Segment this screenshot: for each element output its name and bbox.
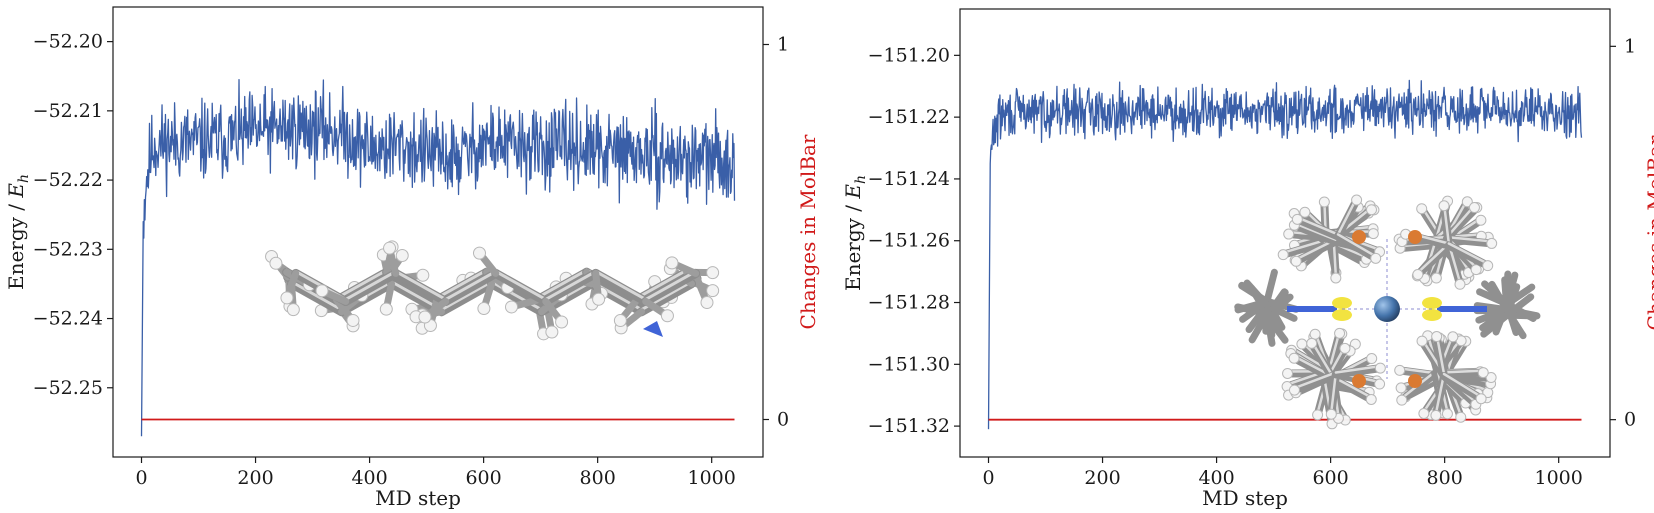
energy-series-line bbox=[987, 79, 1583, 430]
x-tick-label: 0 bbox=[982, 467, 994, 489]
x-tick-label: 200 bbox=[1084, 467, 1120, 489]
y2-tick-label: 0 bbox=[777, 409, 789, 431]
y2-tick-label: 1 bbox=[1624, 35, 1636, 57]
y-tick-label: −52.20 bbox=[33, 31, 103, 53]
y-tick-label: −151.32 bbox=[868, 415, 950, 437]
x-tick-label: 600 bbox=[1312, 467, 1348, 489]
plot-frame bbox=[112, 6, 764, 458]
x-tick-label: 0 bbox=[135, 467, 147, 489]
energy-series-line bbox=[140, 78, 736, 437]
x-tick-label: 400 bbox=[1198, 467, 1234, 489]
y2-axis-label: Changes in MolBar bbox=[1643, 135, 1654, 330]
x-tick-label: 1000 bbox=[688, 467, 736, 489]
y-axis-label: Energy / Eh bbox=[4, 174, 32, 290]
y2-tick-label: 1 bbox=[777, 34, 789, 56]
y-tick-label: −151.22 bbox=[868, 106, 950, 128]
y-tick-label: −52.25 bbox=[33, 377, 103, 399]
y-tick-label: −151.30 bbox=[868, 353, 950, 375]
x-tick-label: 800 bbox=[1427, 467, 1463, 489]
y-tick-label: −52.23 bbox=[33, 238, 103, 260]
x-axis-label: MD step bbox=[1202, 486, 1288, 510]
y2-tick-label: 0 bbox=[1624, 409, 1636, 431]
x-axis-label: MD step bbox=[375, 486, 461, 510]
x-tick-label: 1000 bbox=[1535, 467, 1583, 489]
y-tick-label: −52.21 bbox=[33, 100, 103, 122]
molecule-structure-image bbox=[1234, 194, 1541, 430]
y-axis-label: Energy / Eh bbox=[841, 175, 869, 291]
x-tick-label: 200 bbox=[237, 467, 273, 489]
y-tick-label: −151.28 bbox=[868, 292, 950, 314]
x-tick-label: 600 bbox=[465, 467, 501, 489]
y-tick-label: −151.24 bbox=[868, 168, 950, 190]
x-tick-label: 400 bbox=[351, 467, 387, 489]
y-tick-label: −151.26 bbox=[868, 230, 950, 252]
y2-axis-label: Changes in MolBar bbox=[796, 134, 820, 329]
molecule-structure-image bbox=[265, 240, 720, 341]
y-tick-label: −151.20 bbox=[868, 44, 950, 66]
chart-panel-1: 0 200 400 600 800 1000 −52.25 −52.24 −52.23 −52.2… bbox=[4, 6, 820, 510]
plot-frame bbox=[959, 8, 1611, 458]
y-tick-label: −52.22 bbox=[33, 169, 103, 191]
x-tick-label: 800 bbox=[580, 467, 616, 489]
chart-panel-2: 0 200 400 600 800 1000 −151.32 −151.30 −151.28 −1… bbox=[841, 8, 1654, 510]
y-tick-label: −52.24 bbox=[33, 308, 103, 330]
